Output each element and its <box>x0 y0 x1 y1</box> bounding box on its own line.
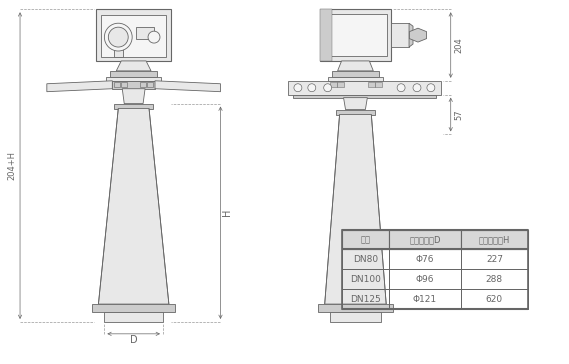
Circle shape <box>324 84 332 92</box>
Polygon shape <box>409 23 413 47</box>
Bar <box>320 9 332 61</box>
Circle shape <box>294 84 302 92</box>
Bar <box>341 289 389 309</box>
Polygon shape <box>337 61 373 71</box>
Bar <box>389 289 461 309</box>
Text: 喇叭口高度H: 喇叭口高度H <box>479 235 510 244</box>
Bar <box>329 312 381 322</box>
Bar <box>288 81 441 95</box>
Bar <box>337 82 344 87</box>
Bar <box>136 27 154 39</box>
Circle shape <box>148 31 160 43</box>
Bar <box>140 82 146 87</box>
Text: 620: 620 <box>486 294 503 304</box>
Bar <box>324 14 387 56</box>
Text: H: H <box>222 209 233 217</box>
Text: 法兰: 法兰 <box>360 235 370 244</box>
Bar <box>329 82 337 87</box>
Polygon shape <box>116 61 151 71</box>
Text: 204+H: 204+H <box>7 151 17 180</box>
Polygon shape <box>409 28 427 42</box>
Bar <box>110 71 157 77</box>
Text: DN125: DN125 <box>350 294 381 304</box>
Polygon shape <box>122 89 145 104</box>
Text: Φ121: Φ121 <box>413 294 437 304</box>
Bar <box>389 249 461 269</box>
Bar <box>391 23 409 47</box>
Bar <box>389 230 461 249</box>
Bar <box>93 304 175 312</box>
Bar <box>114 104 153 108</box>
Circle shape <box>308 84 316 92</box>
Circle shape <box>427 84 435 92</box>
Text: Φ96: Φ96 <box>416 275 434 284</box>
Text: 227: 227 <box>486 255 503 264</box>
Polygon shape <box>98 108 169 304</box>
Circle shape <box>397 84 405 92</box>
Bar <box>336 110 376 115</box>
Bar <box>114 82 120 87</box>
Bar <box>293 95 436 98</box>
Bar <box>461 249 528 269</box>
Polygon shape <box>344 98 368 110</box>
Text: DN80: DN80 <box>353 255 378 264</box>
Text: DN100: DN100 <box>350 275 381 284</box>
Bar <box>114 49 123 57</box>
Bar <box>147 82 153 87</box>
Bar <box>104 312 163 322</box>
Bar <box>320 9 391 61</box>
Text: 57: 57 <box>454 109 463 120</box>
Circle shape <box>108 27 128 47</box>
Bar <box>341 269 389 289</box>
Bar <box>461 269 528 289</box>
Bar <box>97 9 171 61</box>
Bar <box>112 81 155 89</box>
Text: 288: 288 <box>486 275 503 284</box>
Bar <box>368 82 376 87</box>
Bar <box>101 15 166 57</box>
Bar <box>318 304 393 312</box>
Bar <box>389 269 461 289</box>
Bar <box>332 71 380 77</box>
Bar <box>341 230 389 249</box>
Bar <box>121 82 127 87</box>
Circle shape <box>104 23 132 51</box>
Polygon shape <box>47 81 112 92</box>
Bar <box>461 230 528 249</box>
Polygon shape <box>155 81 221 92</box>
Bar <box>341 230 528 309</box>
Text: 204: 204 <box>454 37 463 53</box>
Bar <box>376 82 382 87</box>
Text: 喇叭口直径D: 喇叭口直径D <box>409 235 440 244</box>
Polygon shape <box>325 115 386 304</box>
Bar <box>461 289 528 309</box>
Bar <box>328 77 384 81</box>
Bar <box>106 77 161 81</box>
Bar <box>341 249 389 269</box>
Text: D: D <box>130 335 138 345</box>
Circle shape <box>413 84 421 92</box>
Text: Φ76: Φ76 <box>416 255 434 264</box>
